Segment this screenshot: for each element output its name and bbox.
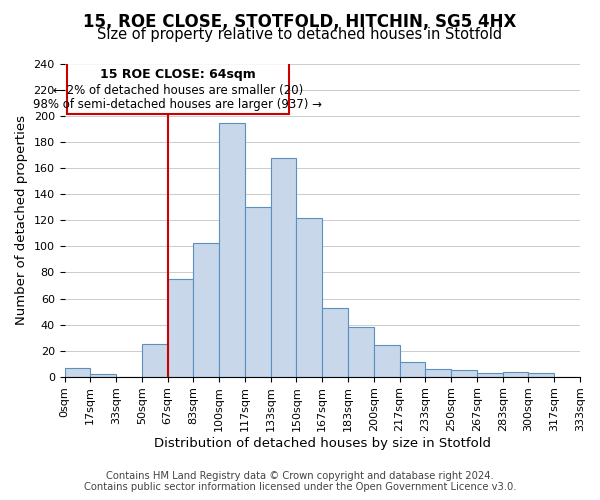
Bar xyxy=(142,344,167,376)
Bar xyxy=(245,208,271,376)
Text: Size of property relative to detached houses in Stotfold: Size of property relative to detached ho… xyxy=(97,28,503,42)
Bar xyxy=(271,158,296,376)
Bar xyxy=(477,373,503,376)
Y-axis label: Number of detached properties: Number of detached properties xyxy=(15,116,28,326)
X-axis label: Distribution of detached houses by size in Stotfold: Distribution of detached houses by size … xyxy=(154,437,491,450)
Text: Contains HM Land Registry data © Crown copyright and database right 2024.
Contai: Contains HM Land Registry data © Crown c… xyxy=(84,471,516,492)
Bar xyxy=(348,327,374,376)
Bar xyxy=(503,372,529,376)
Bar xyxy=(529,373,554,376)
Text: ← 2% of detached houses are smaller (20): ← 2% of detached houses are smaller (20) xyxy=(53,84,303,96)
Bar xyxy=(193,242,219,376)
Bar xyxy=(65,368,91,376)
Bar xyxy=(296,218,322,376)
Text: 98% of semi-detached houses are larger (937) →: 98% of semi-detached houses are larger (… xyxy=(34,98,322,111)
Bar xyxy=(400,362,425,376)
Text: 15, ROE CLOSE, STOTFOLD, HITCHIN, SG5 4HX: 15, ROE CLOSE, STOTFOLD, HITCHIN, SG5 4H… xyxy=(83,12,517,30)
Bar xyxy=(219,122,245,376)
Bar xyxy=(322,308,348,376)
Bar xyxy=(91,374,116,376)
Text: 15 ROE CLOSE: 64sqm: 15 ROE CLOSE: 64sqm xyxy=(100,68,256,81)
Bar xyxy=(167,279,193,376)
Bar xyxy=(451,370,477,376)
FancyBboxPatch shape xyxy=(67,62,289,114)
Bar xyxy=(425,369,451,376)
Bar xyxy=(374,346,400,376)
